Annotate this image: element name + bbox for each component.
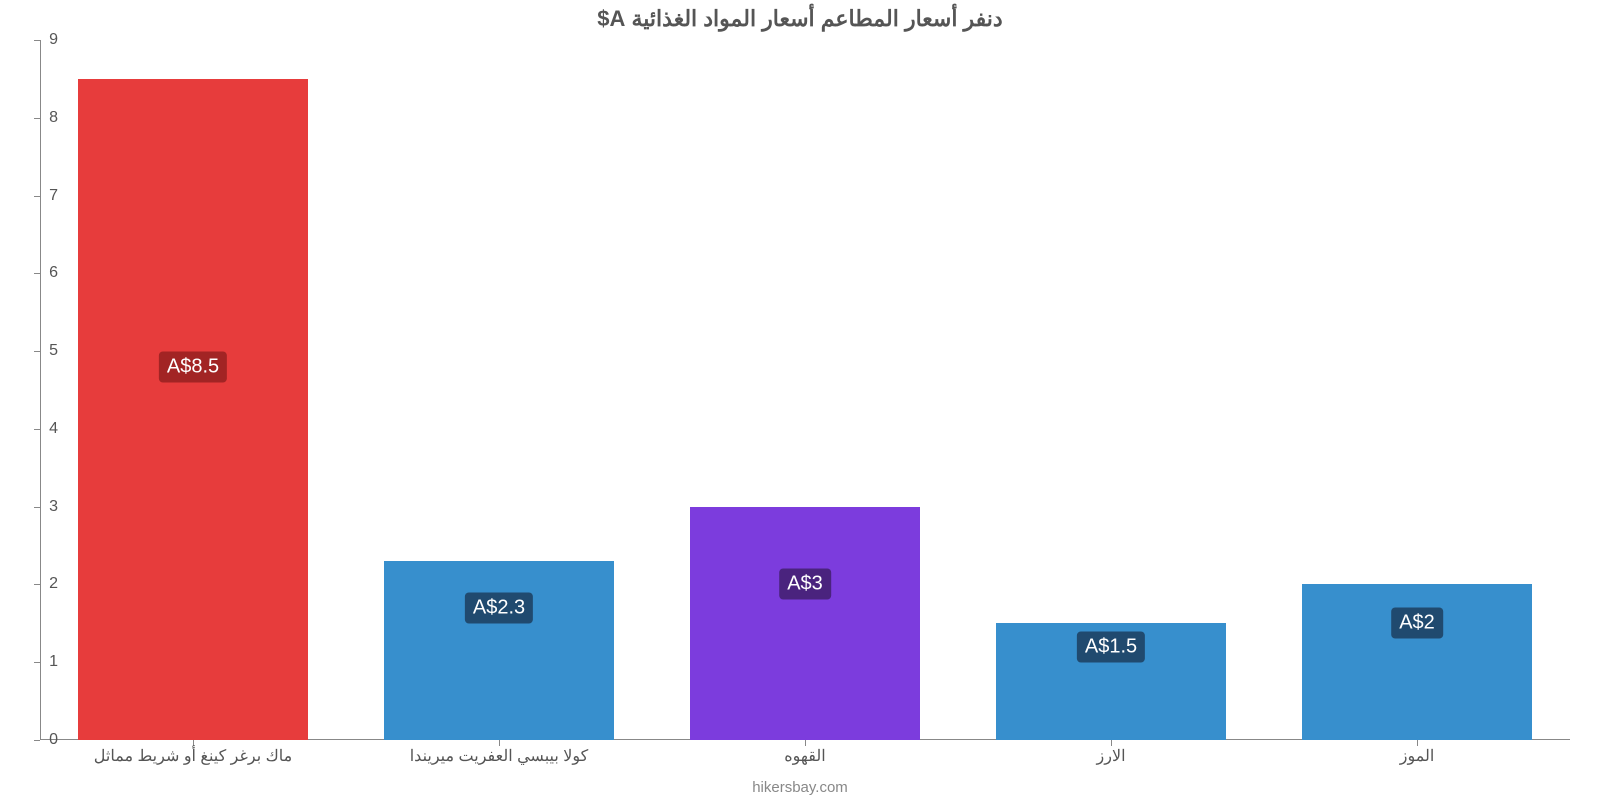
y-tick-label: 6 [28, 264, 58, 282]
y-tick-label: 3 [28, 498, 58, 516]
bar [384, 561, 614, 740]
chart-caption: hikersbay.com [0, 779, 1600, 796]
chart-title: دنفر أسعار المطاعم أسعار المواد الغذائية… [0, 6, 1600, 32]
bar [690, 507, 920, 740]
bar-value-badge: A$2 [1391, 608, 1443, 639]
plot-area: A$8.5 A$2.3 A$3 A$1.5 A$2 [40, 40, 1570, 740]
x-tick-label: الارز [1096, 746, 1125, 766]
chart-container: دنفر أسعار المطاعم أسعار المواد الغذائية… [0, 0, 1600, 800]
bar [78, 79, 308, 740]
x-tick-label: القهوه [784, 746, 825, 766]
y-tick-label: 5 [28, 342, 58, 360]
y-tick-label: 4 [28, 420, 58, 438]
x-tick-label: كولا بيبسي العفريت ميريندا [410, 746, 589, 766]
x-tick-label: الموز [1400, 746, 1435, 766]
bar-value-badge: A$8.5 [159, 351, 227, 382]
bar-value-badge: A$1.5 [1077, 631, 1145, 662]
y-tick-label: 1 [28, 653, 58, 671]
y-tick-label: 0 [28, 731, 58, 749]
y-tick-label: 9 [28, 31, 58, 49]
bar-value-badge: A$2.3 [465, 592, 533, 623]
y-axis-line [40, 40, 41, 740]
y-tick-label: 7 [28, 187, 58, 205]
x-tick-label: ماك برغر كينغ أو شريط مماثل [94, 746, 292, 766]
y-tick-label: 8 [28, 109, 58, 127]
y-tick-label: 2 [28, 575, 58, 593]
bar-value-badge: A$3 [779, 569, 831, 600]
